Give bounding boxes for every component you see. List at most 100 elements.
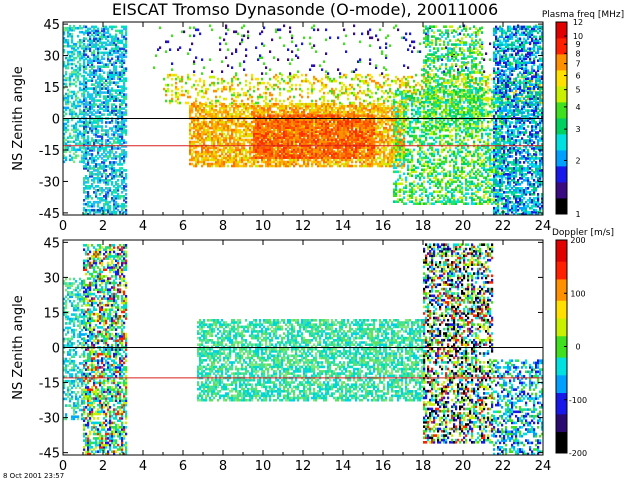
data-cell <box>125 105 128 108</box>
data-cell <box>401 158 404 162</box>
data-cell <box>275 146 278 150</box>
data-cell <box>107 31 110 35</box>
data-cell <box>313 126 316 129</box>
data-cell <box>237 106 240 110</box>
data-cell <box>327 152 330 155</box>
data-cell <box>237 154 240 158</box>
data-cell <box>315 114 318 117</box>
data-cell <box>197 140 200 144</box>
data-cell <box>95 91 98 94</box>
data-cell <box>279 160 282 164</box>
data-cell <box>105 65 108 68</box>
data-cell <box>105 43 108 47</box>
data-cell <box>87 163 90 166</box>
data-cell <box>321 118 324 121</box>
plasma-frequency-panel: 0 2 4 6 8 10 12 14 16 18 20 22 244530150-15-30-45NS … <box>11 10 624 234</box>
data-cell <box>117 155 120 158</box>
data-cell <box>259 124 262 127</box>
data-cell <box>243 128 246 132</box>
data-cell <box>347 164 350 168</box>
data-cell <box>269 114 272 117</box>
data-cell <box>121 127 124 130</box>
data-cell <box>261 164 264 168</box>
data-cell <box>83 143 86 146</box>
data-cell <box>203 120 206 124</box>
data-cell <box>125 129 128 132</box>
data-cell <box>247 158 250 162</box>
data-cell <box>119 212 122 216</box>
data-cell <box>121 103 124 106</box>
data-cell <box>329 134 332 137</box>
data-cell <box>109 137 112 140</box>
data-cell <box>115 202 118 206</box>
data-cell <box>91 159 94 162</box>
data-cell <box>87 125 90 128</box>
data-cell <box>213 148 216 152</box>
data-cell <box>91 123 94 126</box>
data-cell <box>115 35 118 39</box>
data-cell <box>209 146 212 150</box>
data-cell <box>295 112 298 116</box>
data-cell <box>189 106 192 110</box>
data-cell <box>211 112 214 116</box>
data-cell <box>299 154 302 157</box>
data-cell <box>211 108 214 112</box>
data-cell <box>99 125 102 128</box>
data-cell <box>269 130 272 133</box>
data-cell <box>383 128 386 132</box>
data-cell <box>235 142 238 146</box>
data-cell <box>125 103 128 106</box>
data-cell <box>69 32 72 36</box>
data-cell <box>333 122 336 126</box>
data-cell <box>303 158 306 162</box>
data-cell <box>77 102 80 106</box>
data-cell <box>323 150 326 153</box>
data-cell <box>223 124 226 128</box>
data-cell <box>303 112 306 116</box>
data-cell <box>403 152 406 156</box>
data-cell <box>245 134 248 138</box>
data-cell <box>117 175 120 178</box>
data-cell <box>111 39 114 43</box>
data-cell <box>339 156 342 160</box>
data-cell <box>387 110 390 114</box>
data-cell <box>239 136 242 140</box>
data-cell <box>367 150 370 154</box>
data-cell <box>85 37 88 41</box>
data-cell <box>383 150 386 154</box>
data-cell <box>123 79 126 82</box>
data-cell <box>383 106 386 110</box>
data-cell <box>337 148 340 151</box>
data-cell <box>315 104 318 108</box>
data-cell <box>75 84 78 88</box>
data-cell <box>387 114 390 118</box>
data-cell <box>261 150 264 153</box>
data-cell <box>253 114 256 117</box>
data-cell <box>299 128 302 131</box>
data-cell <box>99 41 102 45</box>
data-cell <box>73 68 76 72</box>
data-cell <box>113 175 116 178</box>
data-cell <box>387 118 390 122</box>
data-cell <box>249 160 252 164</box>
data-cell <box>389 152 392 156</box>
data-cell <box>85 65 88 68</box>
data-cell <box>301 116 304 119</box>
data-cell <box>387 128 390 132</box>
data-cell <box>285 108 288 112</box>
data-cell <box>349 164 352 168</box>
data-cell <box>349 126 352 129</box>
data-cell <box>191 134 194 138</box>
data-cell <box>333 110 336 114</box>
data-cell <box>83 44 86 48</box>
data-cell <box>247 160 250 164</box>
data-cell <box>87 109 90 112</box>
data-cell <box>307 126 310 129</box>
data-cell <box>259 152 262 155</box>
data-cell <box>79 30 82 34</box>
data-cell <box>373 152 376 156</box>
data-cell <box>271 148 274 151</box>
data-cell <box>85 127 88 130</box>
data-cell <box>333 108 336 112</box>
data-cell <box>339 132 342 135</box>
